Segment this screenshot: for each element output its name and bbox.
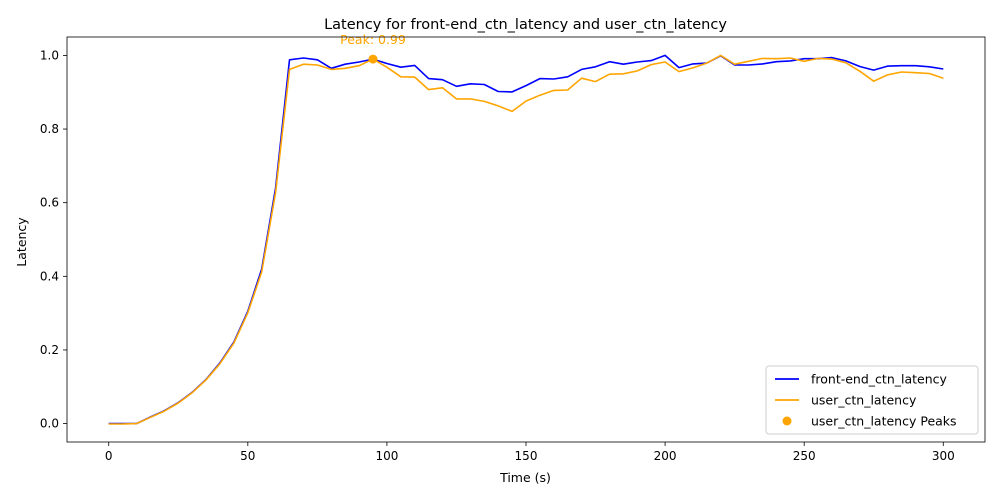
axes: 0 50 100 150 200 250 300 0.0 0.2 0.4 0.6 0.8 1.0 — [40, 36, 986, 463]
legend-label: user_ctn_latency — [811, 393, 917, 408]
y-tick-label: 1.0 — [40, 48, 59, 62]
legend: front-end_ctn_latency user_ctn_latencyuse… — [765, 365, 979, 435]
legend-label: front-end_ctn_latency — [811, 372, 948, 387]
y-axis-label: Latency — [14, 217, 29, 267]
x-tick-label: 50 — [240, 449, 255, 463]
peak-marker-1 — [368, 54, 378, 64]
y-tick-label: 0.4 — [40, 269, 59, 283]
legend-swatch-marker — [782, 416, 792, 426]
peak-annotation: Peak: 0.99 — [340, 32, 406, 47]
series-line-2 — [108, 54, 944, 425]
x-tick-label: 100 — [375, 449, 398, 463]
chart-title: Latency for front-end_ctn_latency and us… — [324, 17, 727, 33]
plot-area: Peak: 0.99 — [108, 32, 944, 425]
y-tick-label: 0.8 — [40, 122, 59, 136]
x-tick-label: 150 — [515, 449, 538, 463]
x-axis-label: Time (s) — [499, 470, 551, 485]
y-tick-label: 0.6 — [40, 196, 59, 210]
x-tick-label: 300 — [932, 449, 955, 463]
x-tick-label: 200 — [654, 449, 677, 463]
x-tick-label: 0 — [105, 449, 113, 463]
legend-box — [765, 365, 979, 435]
legend-label: user_ctn_latency Peaks — [811, 414, 957, 429]
y-tick-label: 0.0 — [40, 417, 59, 431]
y-tick-label: 0.2 — [40, 343, 59, 357]
x-tick-label: 250 — [793, 449, 816, 463]
